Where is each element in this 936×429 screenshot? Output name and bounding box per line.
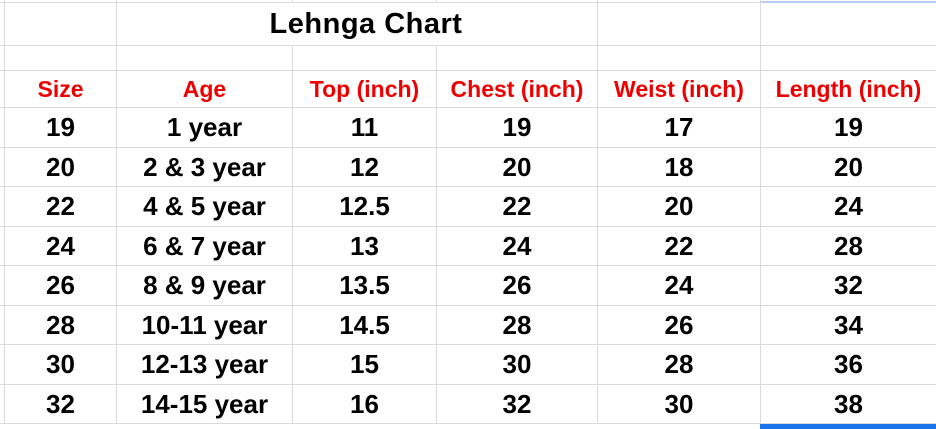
cell[interactable]: 19 [834, 112, 863, 142]
cell[interactable]: 30 [598, 385, 761, 423]
title-cell[interactable]: Lehnga Chart [117, 3, 598, 45]
cell[interactable]: 26 [5, 266, 117, 305]
cell[interactable]: 30 [437, 345, 598, 384]
table-row: 22 4 & 5 year 12.5 22 20 24 [0, 187, 936, 227]
grid-sliver [0, 187, 5, 226]
cell[interactable]: 19 [5, 108, 117, 147]
column-header-top[interactable]: Top (inch) [293, 71, 437, 107]
cell[interactable]: 24 [437, 227, 598, 265]
header-row: Size Age Top (inch) Chest (inch) Weist (… [0, 71, 936, 108]
cell[interactable]: 36 [834, 349, 863, 379]
cell[interactable]: 24 [5, 227, 117, 265]
cell[interactable]: 26 [437, 266, 598, 305]
grid-sliver [0, 108, 5, 147]
page-title: Lehnga Chart [269, 7, 463, 40]
grid-sliver [0, 46, 5, 70]
cell[interactable] [761, 46, 936, 70]
cell[interactable] [5, 46, 117, 70]
cell[interactable]: 28 [834, 230, 863, 261]
cell[interactable]: 30 [5, 345, 117, 384]
cell[interactable]: 22 [598, 227, 761, 265]
cell[interactable]: 24 [834, 191, 863, 221]
cell[interactable]: 1 year [117, 108, 293, 147]
grid-sliver [117, 0, 293, 3]
cell[interactable]: 20 [598, 187, 761, 226]
table-row: 26 8 & 9 year 13.5 26 24 32 [0, 266, 936, 306]
grid-sliver [0, 148, 5, 186]
cell[interactable]: 32 [5, 385, 117, 423]
grid-sliver [5, 0, 117, 3]
cell[interactable]: 34 [834, 309, 863, 340]
title-row: Lehnga Chart [0, 3, 936, 46]
grid-sliver [0, 306, 5, 344]
grid-sliver [0, 385, 5, 423]
cell[interactable]: 6 & 7 year [117, 227, 293, 265]
cell[interactable]: 10-11 year [117, 306, 293, 344]
cell[interactable] [117, 46, 293, 70]
cell[interactable]: 20 [5, 148, 117, 186]
grid-sliver [0, 71, 5, 107]
grid-sliver [437, 0, 598, 3]
column-header-age[interactable]: Age [117, 71, 293, 107]
cell[interactable]: 20 [437, 148, 598, 186]
grid-sliver [293, 0, 437, 3]
cell[interactable]: 26 [598, 306, 761, 344]
cell[interactable]: 32 [437, 385, 598, 423]
empty-row [0, 46, 936, 71]
table-row: 32 14-15 year 16 32 30 38 [0, 385, 936, 424]
grid-sliver [0, 227, 5, 265]
cell[interactable]: 12.5 [293, 187, 437, 226]
cell[interactable]: 17 [598, 108, 761, 147]
cell[interactable]: 28 [437, 306, 598, 344]
cell[interactable]: 11 [293, 108, 437, 147]
column-header-chest[interactable]: Chest (inch) [437, 71, 598, 107]
cell[interactable]: 32 [834, 270, 863, 300]
cell[interactable]: 13.5 [293, 266, 437, 305]
grid-sliver [0, 0, 5, 3]
cell[interactable]: 14.5 [293, 306, 437, 344]
cell[interactable] [293, 46, 437, 70]
grid-sliver [598, 0, 761, 3]
grid-sliver [0, 3, 5, 45]
cell[interactable]: 22 [437, 187, 598, 226]
cell[interactable]: 22 [5, 187, 117, 226]
selection-edge-top [761, 0, 936, 3]
table-row: 24 6 & 7 year 13 24 22 28 [0, 227, 936, 266]
bottom-edge-row [0, 424, 936, 429]
table-row: 30 12-13 year 15 30 28 36 [0, 345, 936, 385]
cell[interactable]: 2 & 3 year [117, 148, 293, 186]
grid-sliver [0, 424, 760, 429]
cell[interactable]: 38 [834, 388, 863, 419]
cell[interactable] [437, 46, 598, 70]
cell[interactable]: 20 [834, 151, 863, 182]
cell[interactable]: 12 [293, 148, 437, 186]
table-row: 28 10-11 year 14.5 28 26 34 [0, 306, 936, 345]
cell[interactable]: 13 [293, 227, 437, 265]
cell[interactable]: 12-13 year [117, 345, 293, 384]
selection-border-bottom [760, 424, 936, 429]
grid-sliver [0, 266, 5, 305]
cell[interactable] [5, 3, 117, 45]
grid-sliver [0, 345, 5, 384]
cell[interactable]: 19 [437, 108, 598, 147]
cell[interactable]: 15 [293, 345, 437, 384]
cell[interactable] [761, 3, 936, 45]
cell[interactable] [598, 46, 761, 70]
cell[interactable]: 14-15 year [117, 385, 293, 423]
top-edge-row [0, 0, 936, 3]
cell[interactable]: 16 [293, 385, 437, 423]
cell[interactable]: 18 [598, 148, 761, 186]
cell[interactable] [598, 3, 761, 45]
cell[interactable]: 28 [598, 345, 761, 384]
cell[interactable]: 4 & 5 year [117, 187, 293, 226]
column-header-weist[interactable]: Weist (inch) [598, 71, 761, 107]
column-header-size[interactable]: Size [5, 71, 117, 107]
cell[interactable]: 24 [598, 266, 761, 305]
column-header-length[interactable]: Length (inch) [775, 75, 922, 102]
table-row: 20 2 & 3 year 12 20 18 20 [0, 148, 936, 187]
cell[interactable]: 28 [5, 306, 117, 344]
table-row: 19 1 year 11 19 17 19 [0, 108, 936, 148]
cell[interactable]: 8 & 9 year [117, 266, 293, 305]
